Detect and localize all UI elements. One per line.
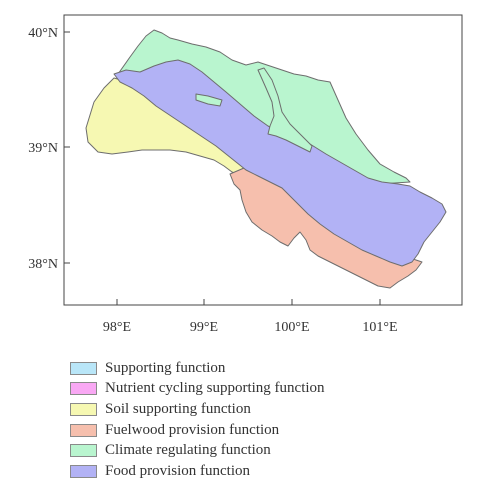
legend-label: Food provision function [105, 462, 250, 479]
legend-swatch [70, 444, 97, 458]
legend-label: Soil supporting function [105, 400, 251, 417]
x-tick-label: 101°E [362, 320, 397, 335]
x-tick-label: 98°E [103, 320, 131, 335]
y-axis: 40°N 39°N 38°N [28, 26, 70, 272]
map-regions [85, 29, 447, 289]
legend-item: Supporting function [70, 358, 325, 379]
y-tick-label: 38°N [28, 257, 58, 272]
legend-label: Fuelwood provision function [105, 421, 280, 438]
legend-item: Food provision function [70, 461, 325, 482]
legend-swatch [70, 464, 97, 478]
legend-item: Fuelwood provision function [70, 420, 325, 441]
x-tick-label: 100°E [274, 320, 309, 335]
legend-label: Climate regulating function [105, 442, 271, 459]
region-climate-regulating [257, 67, 313, 153]
region-climate-regulating [195, 93, 223, 107]
legend-label: Supporting function [105, 359, 226, 376]
legend-swatch [70, 423, 97, 437]
legend-item: Nutrient cycling supporting function [70, 379, 325, 400]
legend-label: Nutrient cycling supporting function [105, 380, 325, 397]
x-tick-label: 99°E [190, 320, 218, 335]
x-axis: 98°E 99°E 100°E 101°E [103, 299, 398, 335]
region-food-provision [113, 59, 447, 267]
legend-swatch [70, 361, 97, 375]
legend-swatch [70, 382, 97, 396]
legend-item: Climate regulating function [70, 440, 325, 461]
legend: Supporting function Nutrient cycling sup… [70, 358, 325, 482]
y-tick-label: 39°N [28, 141, 58, 156]
legend-swatch [70, 402, 97, 416]
legend-item: Soil supporting function [70, 399, 325, 420]
y-tick-label: 40°N [28, 26, 58, 41]
map-figure: 40°N 39°N 38°N 98°E 99°E 100°E 101°E [28, 14, 463, 335]
